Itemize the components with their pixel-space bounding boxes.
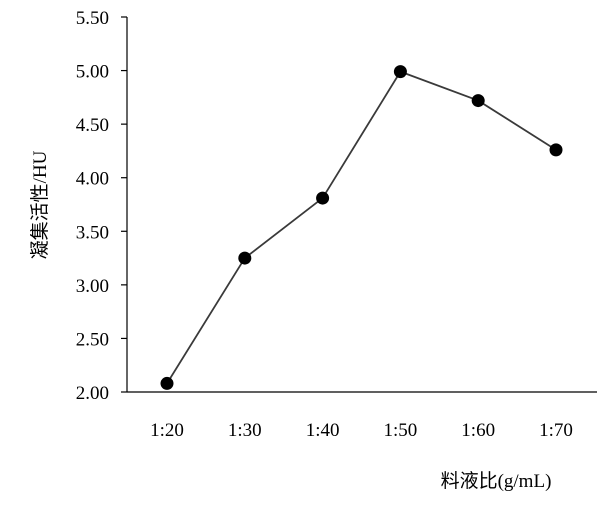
- data-point: [160, 376, 174, 390]
- data-point: [316, 191, 330, 205]
- y-tick-label: 2.00: [76, 383, 109, 404]
- x-tick-label: 1:70: [539, 420, 573, 441]
- data-point: [471, 94, 485, 108]
- y-tick-label: 2.50: [76, 329, 109, 350]
- x-tick-label: 1:20: [150, 420, 184, 441]
- y-tick-label: 5.00: [76, 62, 109, 83]
- data-point: [393, 65, 407, 79]
- y-tick-label: 3.00: [76, 276, 109, 297]
- y-axis-title: 凝集活性/HU: [29, 150, 51, 259]
- x-tick-label: 1:30: [228, 420, 262, 441]
- y-tick-labels: 2.00 2.50 3.00 3.50 4.00 4.50 5.00 5.50: [76, 8, 127, 404]
- x-axis-title: 料液比(g/mL): [441, 470, 552, 492]
- x-tick-label: 1:60: [461, 420, 495, 441]
- data-point: [238, 251, 252, 265]
- x-tick-label: 1:40: [306, 420, 340, 441]
- series: [160, 65, 563, 390]
- data-point: [549, 143, 563, 157]
- axes: [126, 17, 597, 393]
- series-line: [166, 70, 557, 384]
- y-tick-label: 4.50: [76, 115, 109, 136]
- x-tick-label: 1:50: [384, 420, 418, 441]
- y-tick-label: 4.00: [76, 169, 109, 190]
- x-tick-labels: 1:20 1:30 1:40 1:50 1:60 1:70: [150, 420, 573, 441]
- y-tick-label: 3.50: [76, 222, 109, 243]
- y-tick-label: 5.50: [76, 8, 109, 29]
